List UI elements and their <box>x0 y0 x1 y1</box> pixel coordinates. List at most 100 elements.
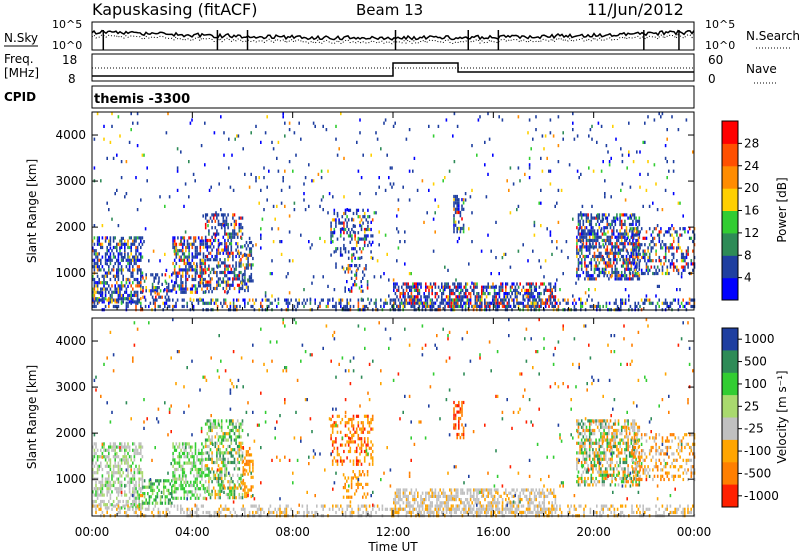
echo-cell <box>449 292 451 296</box>
echo-cell <box>197 252 200 256</box>
echo-cell <box>458 220 460 224</box>
echo-cell <box>132 271 134 275</box>
echo-cell <box>245 485 248 489</box>
echo-cell <box>109 467 112 472</box>
echo-cell <box>124 242 126 246</box>
echo-cell <box>543 147 545 151</box>
echo-cell <box>533 220 536 224</box>
echo-cell <box>621 160 624 164</box>
echo-cell <box>530 282 533 286</box>
echo-cell <box>224 473 226 477</box>
echo-cell <box>181 304 184 309</box>
echo-cell <box>365 264 367 268</box>
echo-cell <box>490 249 492 253</box>
echo-cell <box>117 284 120 288</box>
echo-cell <box>365 414 368 418</box>
echo-cell <box>133 261 136 266</box>
echo-cell <box>120 467 123 472</box>
echo-cell <box>181 290 184 294</box>
echo-cell <box>245 247 248 251</box>
echo-cell <box>172 271 174 275</box>
echo-cell <box>242 482 245 486</box>
echo-cell <box>609 226 612 230</box>
echo-cell <box>456 207 458 211</box>
echo-cell <box>186 461 189 465</box>
echo-cell <box>228 428 231 433</box>
echo-cell <box>209 492 212 497</box>
echo-cell <box>214 419 217 423</box>
echo-cell <box>431 288 433 292</box>
echo-cell <box>652 271 654 276</box>
echo-cell <box>426 510 429 514</box>
echo-cell <box>193 464 195 468</box>
echo-cell <box>632 238 634 243</box>
echo-cell <box>432 304 435 309</box>
echo-cell <box>114 464 116 468</box>
echo-cell <box>164 279 167 283</box>
echo-cell <box>197 496 200 500</box>
echo-cell <box>138 252 140 256</box>
echo-cell <box>476 292 478 296</box>
echo-cell <box>629 214 632 218</box>
echo-cell <box>220 457 223 461</box>
echo-cell <box>606 264 609 268</box>
echo-cell <box>101 487 104 491</box>
echo-cell <box>580 304 582 309</box>
echo-cell <box>588 277 591 281</box>
echo-cell <box>196 487 198 491</box>
echo-cell <box>370 453 372 457</box>
echo-cell <box>108 268 110 272</box>
echo-cell <box>180 287 182 291</box>
echo-cell <box>206 254 209 259</box>
echo-cell <box>252 263 254 267</box>
echo-cell <box>135 239 137 243</box>
echo-cell <box>522 301 524 305</box>
echo-cell <box>458 282 461 286</box>
echo-cell <box>594 304 596 309</box>
echo-cell <box>227 235 229 239</box>
echo-cell <box>98 480 100 484</box>
echo-cell <box>216 270 218 275</box>
echo-cell <box>167 492 170 496</box>
echo-cell <box>119 242 121 246</box>
echo-cell <box>370 250 372 254</box>
echo-cell <box>602 217 604 221</box>
echo-cell <box>217 444 220 449</box>
echo-cell <box>506 295 509 299</box>
echo-cell <box>238 422 241 426</box>
echo-cell <box>148 485 151 489</box>
echo-cell <box>362 270 364 274</box>
echo-cell <box>95 298 97 302</box>
echo-cell <box>348 301 350 305</box>
echo-cell <box>132 255 134 259</box>
echo-cell <box>152 249 155 253</box>
echo-cell <box>485 301 488 305</box>
echo-cell <box>628 153 630 157</box>
echo-cell <box>145 498 147 502</box>
echo-cell <box>617 232 620 236</box>
echo-cell <box>592 254 594 259</box>
echo-cell <box>650 249 653 253</box>
echo-cell <box>645 188 648 192</box>
echo-cell <box>142 501 144 505</box>
echo-cell <box>191 242 194 246</box>
echo-cell <box>224 213 226 217</box>
echo-cell <box>111 284 113 288</box>
echo-cell <box>524 304 526 308</box>
echo-cell <box>453 207 455 211</box>
echo-cell <box>461 226 463 231</box>
echo-cell <box>404 282 406 286</box>
echo-cell <box>152 298 155 302</box>
echo-cell <box>366 280 369 284</box>
echo-cell <box>658 268 661 272</box>
echo-cell <box>585 248 588 252</box>
echo-cell <box>405 488 408 492</box>
echo-cell <box>595 261 597 265</box>
echo-cell <box>141 255 144 259</box>
echo-cell <box>132 265 134 269</box>
echo-cell <box>104 271 107 275</box>
echo-cell <box>554 282 557 286</box>
echo-cell <box>103 281 105 285</box>
echo-cell <box>244 298 246 302</box>
echo-cell <box>562 131 564 135</box>
